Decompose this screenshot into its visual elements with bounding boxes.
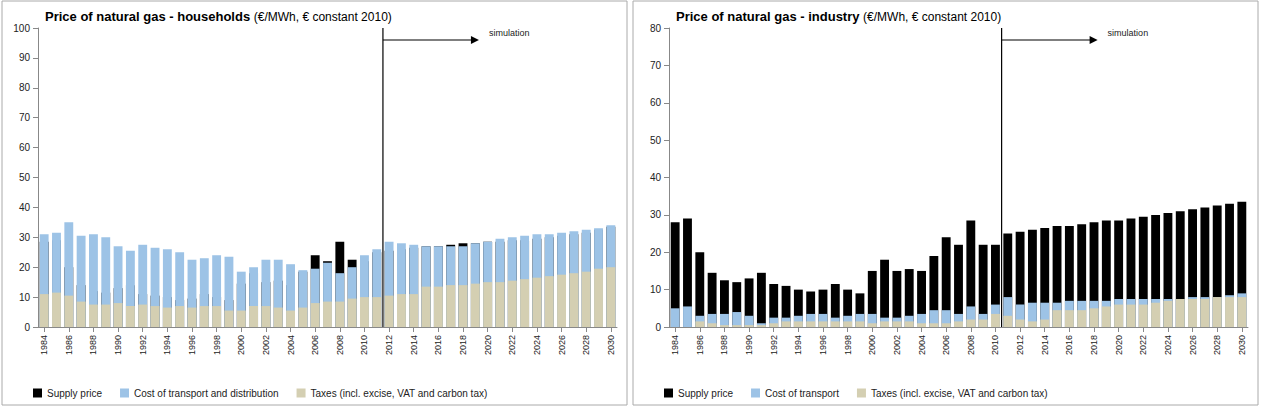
svg-text:70: 70 (650, 60, 662, 71)
svg-text:2028: 2028 (1212, 335, 1222, 355)
svg-text:30: 30 (19, 232, 31, 243)
svg-text:(€/MWh, € constant 2010): (€/MWh, € constant 2010) (254, 10, 392, 24)
svg-text:2012: 2012 (384, 335, 394, 355)
svg-text:1986: 1986 (64, 335, 74, 355)
svg-text:2016: 2016 (1064, 335, 1074, 355)
svg-text:80: 80 (19, 82, 31, 93)
svg-text:1996: 1996 (818, 335, 828, 355)
svg-text:2002: 2002 (261, 335, 271, 355)
svg-text:simulation: simulation (489, 28, 530, 38)
svg-text:1998: 1998 (212, 335, 222, 355)
svg-text:10: 10 (650, 284, 662, 295)
svg-text:simulation: simulation (1108, 28, 1149, 38)
svg-text:1992: 1992 (138, 335, 148, 355)
svg-text:2028: 2028 (581, 335, 591, 355)
svg-text:2010: 2010 (990, 335, 1000, 355)
svg-text:70: 70 (19, 112, 31, 123)
svg-text:40: 40 (19, 202, 31, 213)
svg-text:10: 10 (19, 292, 31, 303)
svg-text:Price of natural gas - househo: Price of natural gas - households (45, 9, 254, 24)
svg-text:1984: 1984 (670, 335, 680, 355)
svg-text:1992: 1992 (769, 335, 779, 355)
svg-text:2022: 2022 (1138, 335, 1148, 355)
svg-text:20: 20 (650, 247, 662, 258)
svg-text:0: 0 (24, 322, 30, 333)
svg-text:2000: 2000 (867, 335, 877, 355)
svg-text:Cost of transport: Cost of transport (765, 388, 839, 399)
svg-text:20: 20 (19, 262, 31, 273)
svg-text:50: 50 (19, 172, 31, 183)
svg-text:Supply price: Supply price (47, 388, 102, 399)
svg-text:Supply price: Supply price (678, 388, 733, 399)
svg-text:80: 80 (650, 23, 662, 34)
svg-text:2006: 2006 (310, 335, 320, 355)
svg-text:2004: 2004 (917, 335, 927, 355)
svg-text:90: 90 (19, 52, 31, 63)
svg-text:2030: 2030 (606, 335, 616, 355)
svg-text:Price of natural gas - industr: Price of natural gas - industry (676, 9, 863, 24)
svg-text:1990: 1990 (744, 335, 754, 355)
svg-text:1998: 1998 (843, 335, 853, 355)
svg-text:100: 100 (13, 23, 30, 34)
svg-text:60: 60 (19, 142, 31, 153)
svg-text:2024: 2024 (1163, 335, 1173, 355)
svg-text:2026: 2026 (557, 335, 567, 355)
svg-text:2020: 2020 (483, 335, 493, 355)
svg-text:(€/MWh, € constant 2010): (€/MWh, € constant 2010) (863, 10, 1001, 24)
svg-text:50: 50 (650, 135, 662, 146)
svg-text:2026: 2026 (1188, 335, 1198, 355)
svg-text:2018: 2018 (458, 335, 468, 355)
svg-text:1988: 1988 (88, 335, 98, 355)
svg-text:2002: 2002 (892, 335, 902, 355)
svg-text:60: 60 (650, 97, 662, 108)
svg-text:1984: 1984 (39, 335, 49, 355)
svg-text:40: 40 (650, 172, 662, 183)
svg-text:Taxes (incl. excise, VAT and c: Taxes (incl. excise, VAT and carbon tax) (871, 388, 1048, 399)
svg-text:2006: 2006 (941, 335, 951, 355)
svg-text:1996: 1996 (187, 335, 197, 355)
svg-text:1994: 1994 (162, 335, 172, 355)
svg-text:2008: 2008 (966, 335, 976, 355)
svg-text:Taxes (incl. excise, VAT and c: Taxes (incl. excise, VAT and carbon tax) (311, 388, 488, 399)
svg-text:2000: 2000 (236, 335, 246, 355)
svg-text:2014: 2014 (409, 335, 419, 355)
svg-text:2010: 2010 (359, 335, 369, 355)
svg-text:1990: 1990 (113, 335, 123, 355)
svg-text:2008: 2008 (335, 335, 345, 355)
svg-text:2022: 2022 (507, 335, 517, 355)
svg-text:1994: 1994 (793, 335, 803, 355)
svg-text:2024: 2024 (532, 335, 542, 355)
svg-text:2012: 2012 (1015, 335, 1025, 355)
svg-text:2020: 2020 (1114, 335, 1124, 355)
svg-text:1986: 1986 (695, 335, 705, 355)
svg-text:2014: 2014 (1040, 335, 1050, 355)
svg-text:30: 30 (650, 209, 662, 220)
svg-text:0: 0 (655, 322, 661, 333)
svg-text:2004: 2004 (286, 335, 296, 355)
svg-text:Cost of transport and distribu: Cost of transport and distribution (134, 388, 279, 399)
svg-text:2016: 2016 (433, 335, 443, 355)
svg-text:2018: 2018 (1089, 335, 1099, 355)
svg-text:1988: 1988 (719, 335, 729, 355)
svg-text:2030: 2030 (1237, 335, 1247, 355)
